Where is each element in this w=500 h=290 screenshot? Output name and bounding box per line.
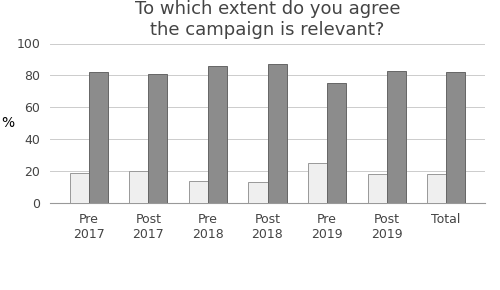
Bar	[208, 66, 227, 203]
Bar	[189, 181, 208, 203]
Bar	[427, 174, 446, 203]
Bar	[308, 163, 327, 203]
Title: To which extent do you agree
the campaign is relevant?: To which extent do you agree the campaig…	[135, 0, 400, 39]
Y-axis label: %: %	[2, 116, 15, 130]
Bar	[446, 72, 465, 203]
Bar	[268, 64, 286, 203]
Bar	[89, 72, 108, 203]
Bar	[148, 74, 168, 203]
Bar	[386, 71, 406, 203]
Bar	[248, 182, 268, 203]
Bar	[130, 171, 148, 203]
Bar	[327, 84, 346, 203]
Bar	[368, 174, 386, 203]
Bar	[70, 173, 89, 203]
